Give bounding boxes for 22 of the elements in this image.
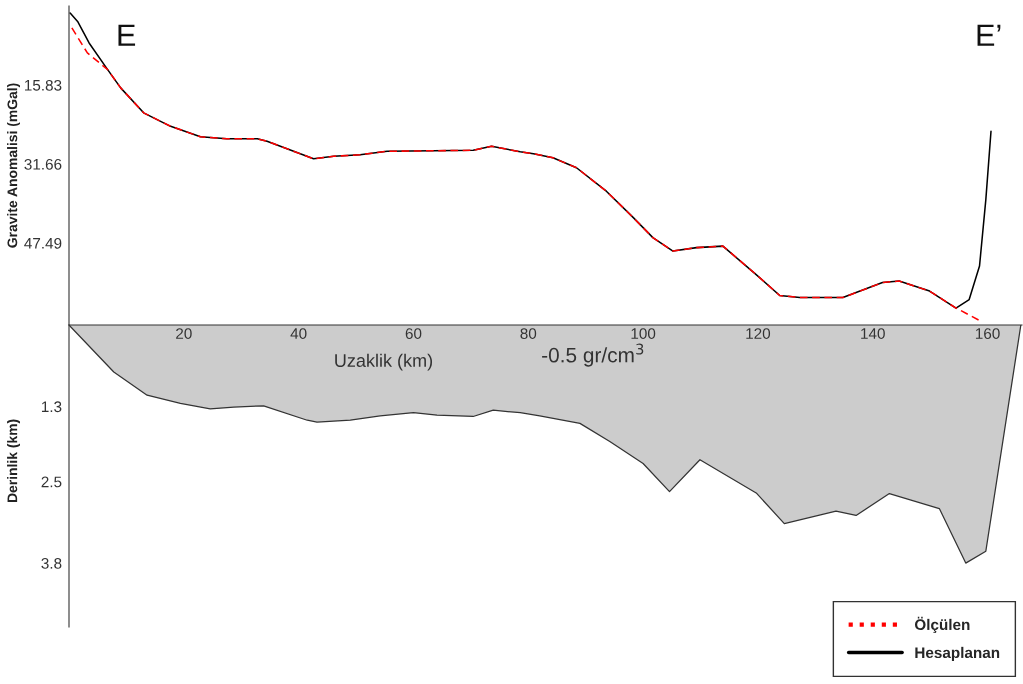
x-tick-label: 140	[861, 328, 885, 339]
y-tick-label: 3.8	[41, 557, 62, 569]
x-axis-title: Uzaklik (km)	[335, 353, 433, 371]
x-tick-label: 40	[290, 328, 307, 339]
legend-label: Ölçülen	[914, 616, 970, 634]
x-tick-label: 80	[520, 328, 537, 339]
y-tick-label: 1.3	[41, 401, 62, 413]
y-tick-label: 15.83	[24, 79, 62, 91]
x-tick-label: 20	[176, 328, 192, 339]
y-tick-label: 2.5	[41, 476, 62, 488]
y-axis-title: Derinlik (km)	[7, 419, 20, 503]
y-tick-label: 47.49	[24, 237, 62, 249]
annotation: -0.5 gr/cm$^{3}$	[542, 343, 644, 367]
x-tick-label: 100	[631, 328, 656, 339]
x-tick-label: 160	[975, 328, 1000, 339]
annotation: E	[118, 24, 136, 46]
y-axis-title: Gravite Anomalisi (mGal)	[7, 83, 20, 248]
legend-label: Hesaplanan	[915, 646, 1000, 662]
x-tick-label: 60	[405, 328, 422, 339]
x-tick-label: 120	[746, 328, 771, 339]
y-tick-label: 31.66	[24, 158, 62, 170]
annotation: E’	[977, 24, 1001, 46]
